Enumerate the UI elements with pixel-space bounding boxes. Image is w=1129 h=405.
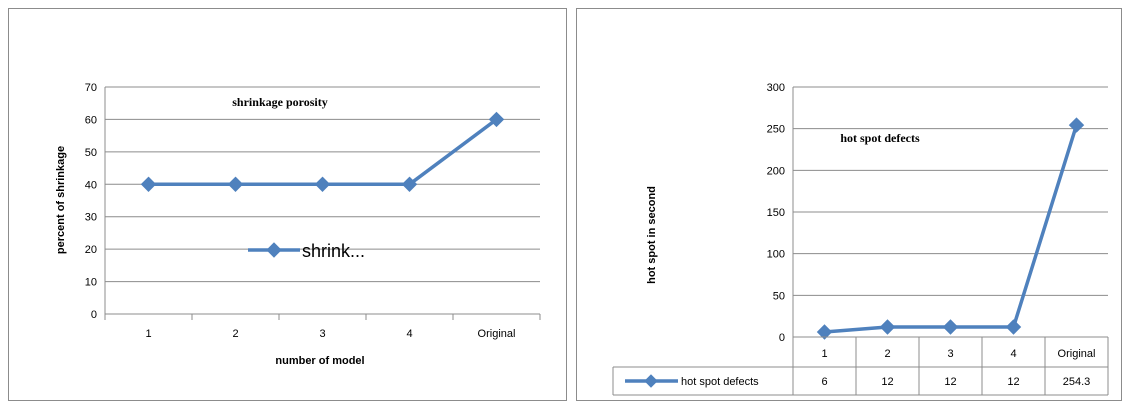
- chart1-data-point: [227, 176, 244, 192]
- chart1-x-tick-label: 4: [406, 328, 412, 340]
- chart1-y-tick-label: 70: [85, 82, 97, 94]
- chart1-data-point: [488, 111, 505, 128]
- chart2-data-point: [879, 319, 896, 335]
- chart1-legend-label: shrink...: [302, 241, 365, 261]
- chart2-title: hot spot defects: [840, 131, 920, 145]
- chart2-y-tick-label: 300: [767, 82, 785, 94]
- chart2-data-label: 6: [821, 376, 827, 388]
- chart2-series-line: [824, 124, 1079, 334]
- chart2-data-label: 12: [944, 376, 956, 388]
- chart2-x-tick-label: 4: [1010, 348, 1016, 360]
- chart2-y-axis-label: hot spot in second: [646, 186, 658, 284]
- chart1-data-point: [401, 176, 418, 192]
- chart1-legend-swatch-marker: [266, 242, 282, 258]
- chart1-y-tick-label: 10: [85, 277, 97, 289]
- chart1-y-tick-label: 20: [85, 244, 97, 256]
- chart2-data-point: [816, 324, 833, 340]
- chart2-x-tick-label: Original: [1058, 348, 1096, 360]
- chart2-x-tick-label: 2: [884, 348, 890, 360]
- chart2-data-label: 12: [1007, 376, 1019, 388]
- chart1-data-point: [140, 176, 157, 192]
- chart1-frame: [8, 8, 567, 401]
- chart2-data-point: [1005, 319, 1022, 335]
- chart2-data-point: [1068, 117, 1085, 133]
- chart1-y-tick-label: 40: [85, 179, 97, 191]
- chart2-y-tick-label: 50: [773, 290, 785, 302]
- chart2-legend-label: hot spot defects: [681, 376, 759, 388]
- chart2-x-tick-label: 3: [947, 348, 953, 360]
- chart2-data-label: 254.3: [1063, 376, 1091, 388]
- chart1-x-axis-label: number of model: [275, 355, 364, 367]
- chart1-x-tick-label: 3: [319, 328, 325, 340]
- chart2-y-tick-label: 150: [767, 207, 785, 219]
- chart1-y-tick-label: 60: [85, 114, 97, 126]
- chart2-frame: [576, 8, 1122, 401]
- chart1-y-tick-label: 30: [85, 212, 97, 224]
- chart1-x-tick-label: Original: [478, 328, 516, 340]
- chart2-legend-swatch-marker: [644, 374, 658, 388]
- chart1-y-axis-label: percent of shrinkage: [55, 146, 67, 254]
- chart1-data-point: [314, 176, 331, 192]
- chart2-x-tick-label: 1: [821, 348, 827, 360]
- chart1-y-tick-label: 0: [91, 309, 97, 321]
- chart2-y-tick-label: 250: [767, 124, 785, 136]
- chart1-title: shrinkage porosity: [232, 95, 327, 109]
- chart2-y-tick-label: 100: [767, 249, 785, 261]
- chart1-x-tick-label: 2: [232, 328, 238, 340]
- chart1-y-tick-label: 50: [85, 147, 97, 159]
- chart1-x-tick-label: 1: [145, 328, 151, 340]
- chart2-y-tick-label: 0: [779, 332, 785, 344]
- chart2-data-label: 12: [881, 376, 893, 388]
- chart1-plot: 0 10 20 30 40 50 60 70 1 2 3 4 Original shrink...: [85, 82, 541, 340]
- chart2-y-tick-label: 200: [767, 165, 785, 177]
- chart2-data-point: [942, 319, 959, 335]
